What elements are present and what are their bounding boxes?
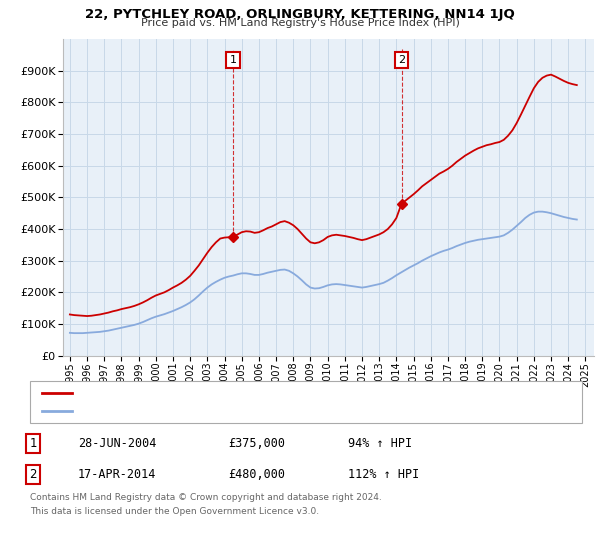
Text: 17-APR-2014: 17-APR-2014	[78, 468, 157, 481]
Text: 1: 1	[29, 437, 37, 450]
Text: 22, PYTCHLEY ROAD, ORLINGBURY, KETTERING, NN14 1JQ (detached house): 22, PYTCHLEY ROAD, ORLINGBURY, KETTERING…	[81, 388, 476, 398]
Text: 22, PYTCHLEY ROAD, ORLINGBURY, KETTERING, NN14 1JQ: 22, PYTCHLEY ROAD, ORLINGBURY, KETTERING…	[85, 8, 515, 21]
Text: This data is licensed under the Open Government Licence v3.0.: This data is licensed under the Open Gov…	[30, 507, 319, 516]
Text: HPI: Average price, detached house, North Northamptonshire: HPI: Average price, detached house, Nort…	[81, 406, 401, 416]
Text: £480,000: £480,000	[228, 468, 285, 481]
Text: 28-JUN-2004: 28-JUN-2004	[78, 437, 157, 450]
Text: 1: 1	[230, 55, 236, 65]
Text: 2: 2	[29, 468, 37, 481]
Text: Contains HM Land Registry data © Crown copyright and database right 2024.: Contains HM Land Registry data © Crown c…	[30, 493, 382, 502]
Text: 2: 2	[398, 55, 405, 65]
Text: Price paid vs. HM Land Registry's House Price Index (HPI): Price paid vs. HM Land Registry's House …	[140, 18, 460, 29]
Text: 94% ↑ HPI: 94% ↑ HPI	[348, 437, 412, 450]
Text: £375,000: £375,000	[228, 437, 285, 450]
Text: 112% ↑ HPI: 112% ↑ HPI	[348, 468, 419, 481]
